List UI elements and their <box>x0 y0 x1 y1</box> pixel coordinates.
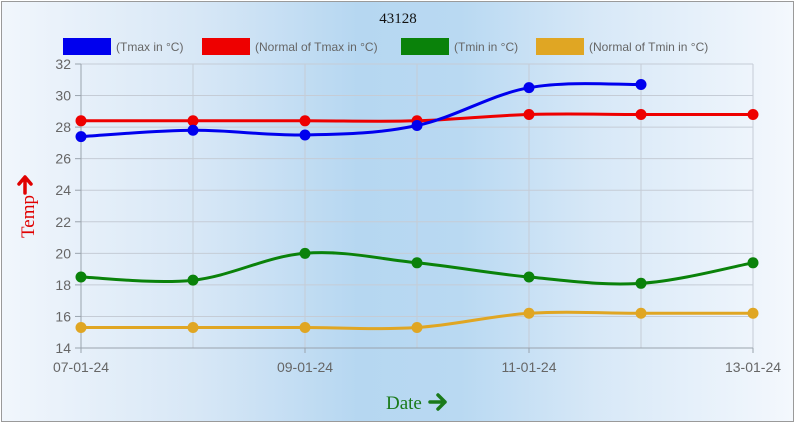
arrow-up-icon <box>17 175 33 195</box>
x-tick-label: 13-01-24 <box>725 359 781 375</box>
data-point[interactable] <box>635 79 647 91</box>
legend-item[interactable]: (Normal of Tmax in °C) <box>202 38 378 55</box>
data-point[interactable] <box>75 131 87 143</box>
data-point[interactable] <box>411 321 423 333</box>
series-2 <box>75 247 759 289</box>
chart-grid <box>80 63 754 349</box>
data-point[interactable] <box>75 321 87 333</box>
y-tick-label: 26 <box>55 151 71 167</box>
data-point[interactable] <box>635 277 647 289</box>
data-point[interactable] <box>299 321 311 333</box>
arrow-right-icon <box>428 393 447 411</box>
data-point[interactable] <box>523 271 535 283</box>
x-tick-label: 07-01-24 <box>53 359 109 375</box>
y-tick-label: 16 <box>55 308 71 324</box>
y-tick-label: 30 <box>55 88 71 104</box>
data-point[interactable] <box>523 307 535 319</box>
data-point[interactable] <box>635 307 647 319</box>
y-axis-label: Temp <box>17 175 39 238</box>
data-point[interactable] <box>635 108 647 120</box>
chart-legend: (Tmax in °C) (Normal of Tmax in °C) (Tmin … <box>63 38 708 55</box>
legend-swatch <box>63 38 111 55</box>
data-point[interactable] <box>523 108 535 120</box>
legend-item[interactable]: (Normal of Tmin in °C) <box>536 38 708 55</box>
legend-label: (Tmin in °C) <box>454 40 518 54</box>
y-axis-label-text: Temp <box>18 195 39 238</box>
series-line <box>80 82 642 139</box>
x-axis-label-text: Date <box>386 393 422 414</box>
y-tick-label: 24 <box>55 182 71 198</box>
legend-item[interactable]: (Tmin in °C) <box>401 38 518 55</box>
legend-item[interactable]: (Tmax in °C) <box>63 38 183 55</box>
data-point[interactable] <box>523 82 535 94</box>
data-point[interactable] <box>299 115 311 127</box>
chart-title: 43128 <box>379 11 417 27</box>
data-point[interactable] <box>299 129 311 141</box>
data-point[interactable] <box>299 247 311 259</box>
x-axis-label: Date <box>386 393 447 414</box>
y-tick-label: 14 <box>55 340 71 356</box>
y-tick-label: 18 <box>55 277 71 293</box>
data-point[interactable] <box>747 307 759 319</box>
data-point[interactable] <box>411 257 423 269</box>
legend-swatch <box>202 38 250 55</box>
data-point[interactable] <box>187 274 199 286</box>
legend-label: (Normal of Tmin in °C) <box>589 40 708 54</box>
legend-swatch <box>536 38 584 55</box>
data-point[interactable] <box>747 257 759 269</box>
data-point[interactable] <box>187 124 199 136</box>
chart-axes: 14 16 18 20 22 24 26 28 30 32 07-01-24 09-01-24 11-0… <box>53 56 781 375</box>
series-3 <box>75 307 759 333</box>
x-tick-label: 11-01-24 <box>501 359 556 375</box>
data-point[interactable] <box>75 271 87 283</box>
data-point[interactable] <box>187 115 199 127</box>
legend-swatch <box>401 38 449 55</box>
y-tick-label: 32 <box>55 56 71 72</box>
series-0 <box>75 79 647 143</box>
data-point[interactable] <box>747 108 759 120</box>
legend-label: (Tmax in °C) <box>116 40 183 54</box>
y-tick-label: 22 <box>55 214 71 230</box>
y-tick-label: 28 <box>55 119 71 135</box>
x-tick-label: 09-01-24 <box>277 359 333 375</box>
data-point[interactable] <box>75 115 87 127</box>
chart-series <box>75 79 759 333</box>
y-tick-label: 20 <box>55 245 71 261</box>
legend-label: (Normal of Tmax in °C) <box>255 40 378 54</box>
data-point[interactable] <box>411 120 423 132</box>
data-point[interactable] <box>187 321 199 333</box>
